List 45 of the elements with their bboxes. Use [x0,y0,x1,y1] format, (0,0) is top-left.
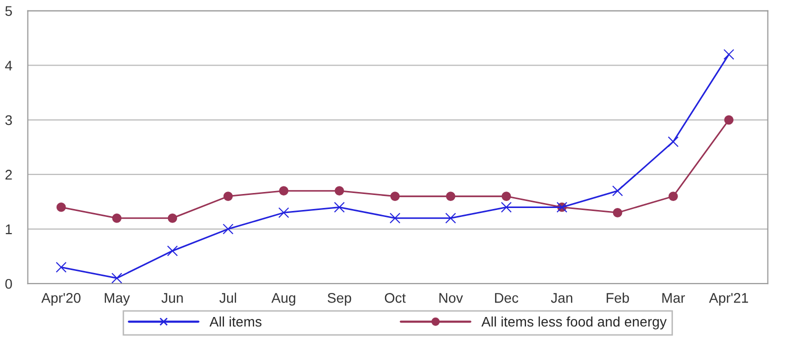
y-tick-label: 3 [5,115,12,126]
point [668,192,678,201]
x-tick-label: Sep [328,293,352,306]
point [278,207,290,218]
point [334,186,344,196]
x-tick-label: Mar [662,293,685,303]
point [446,192,456,201]
point [445,212,456,224]
point [222,224,234,234]
point [500,202,512,213]
point [668,136,679,148]
point [724,115,734,125]
point [112,213,122,223]
point [390,212,400,224]
point [723,49,734,60]
y-tick-label: 2 [5,170,12,180]
point [334,202,345,213]
point [612,208,622,218]
x-tick-label: Apr'21 [709,293,748,306]
point [502,192,511,201]
point [111,272,122,284]
x-tick-label: Dec [495,293,518,303]
legend-label: All items less food and energy [481,316,667,330]
point [168,213,178,223]
x-tick-label: Jun [161,293,183,303]
x-tick-label: Aug [271,293,296,306]
x-tick-label: May [104,293,130,306]
y-tick-label: 1 [6,224,12,234]
x-tick-label: Oct [384,293,406,303]
y-tick-label: 4 [5,60,12,70]
x-tick-label: Feb [606,292,629,303]
x-tick-label: Nov [439,293,463,303]
x-tick-label: Jul [219,292,236,303]
point [56,262,67,273]
point [223,192,233,201]
x-tick-label: Jan [550,293,572,303]
y-tick-label: 5 [5,6,12,16]
point [56,202,66,212]
point [167,245,178,256]
legend-label: All items [210,316,262,327]
point [390,192,400,201]
point [279,186,288,196]
x-tick-label: Apr'20 [41,293,80,306]
point [612,185,623,196]
y-tick-label: 0 [5,278,12,289]
